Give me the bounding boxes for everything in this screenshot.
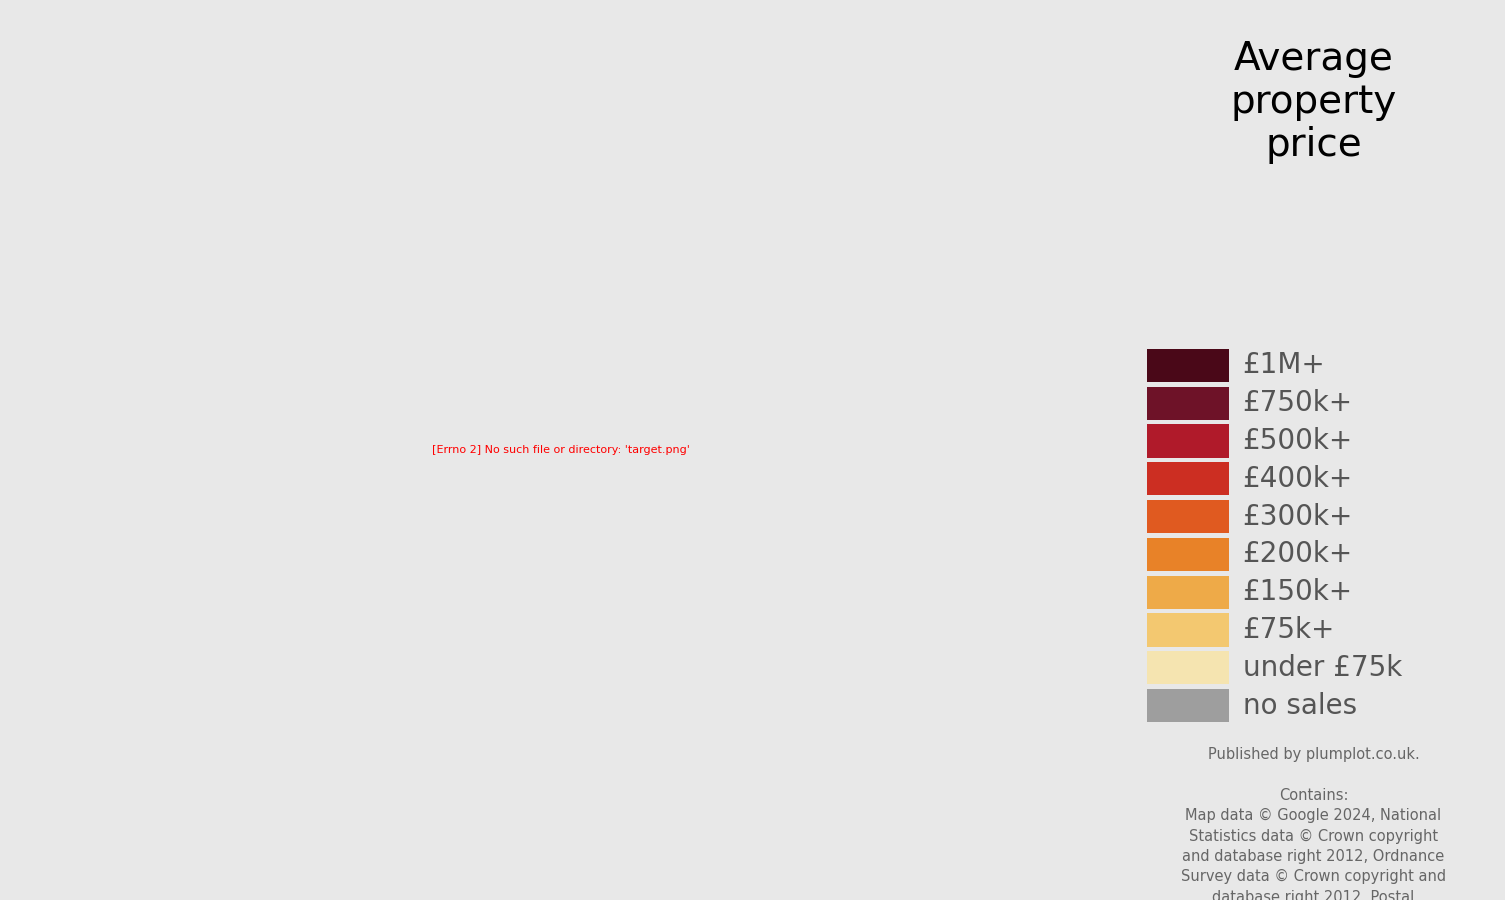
Bar xyxy=(1147,689,1230,722)
Text: £500k+: £500k+ xyxy=(1243,427,1353,455)
Text: £200k+: £200k+ xyxy=(1243,540,1353,569)
Bar xyxy=(1147,614,1230,646)
Text: £400k+: £400k+ xyxy=(1243,464,1353,493)
Bar xyxy=(1147,538,1230,571)
Bar xyxy=(1147,349,1230,382)
Bar xyxy=(1147,652,1230,684)
Text: £75k+: £75k+ xyxy=(1243,616,1335,644)
Bar xyxy=(1147,463,1230,495)
Text: under £75k: under £75k xyxy=(1243,653,1401,682)
Text: Average
property
price: Average property price xyxy=(1231,40,1397,164)
Text: £300k+: £300k+ xyxy=(1243,502,1353,531)
Bar xyxy=(1147,425,1230,457)
Bar xyxy=(1147,576,1230,608)
Bar xyxy=(1147,387,1230,419)
Text: [Errno 2] No such file or directory: 'target.png': [Errno 2] No such file or directory: 'ta… xyxy=(432,445,689,455)
Bar xyxy=(1147,500,1230,533)
Text: £150k+: £150k+ xyxy=(1243,578,1353,607)
Text: Published by plumplot.co.uk.

Contains:
Map data © Google 2024, National
Statist: Published by plumplot.co.uk. Contains: M… xyxy=(1181,747,1446,900)
Text: no sales: no sales xyxy=(1243,691,1358,720)
Text: £750k+: £750k+ xyxy=(1243,389,1353,418)
Text: £1M+: £1M+ xyxy=(1243,351,1326,380)
